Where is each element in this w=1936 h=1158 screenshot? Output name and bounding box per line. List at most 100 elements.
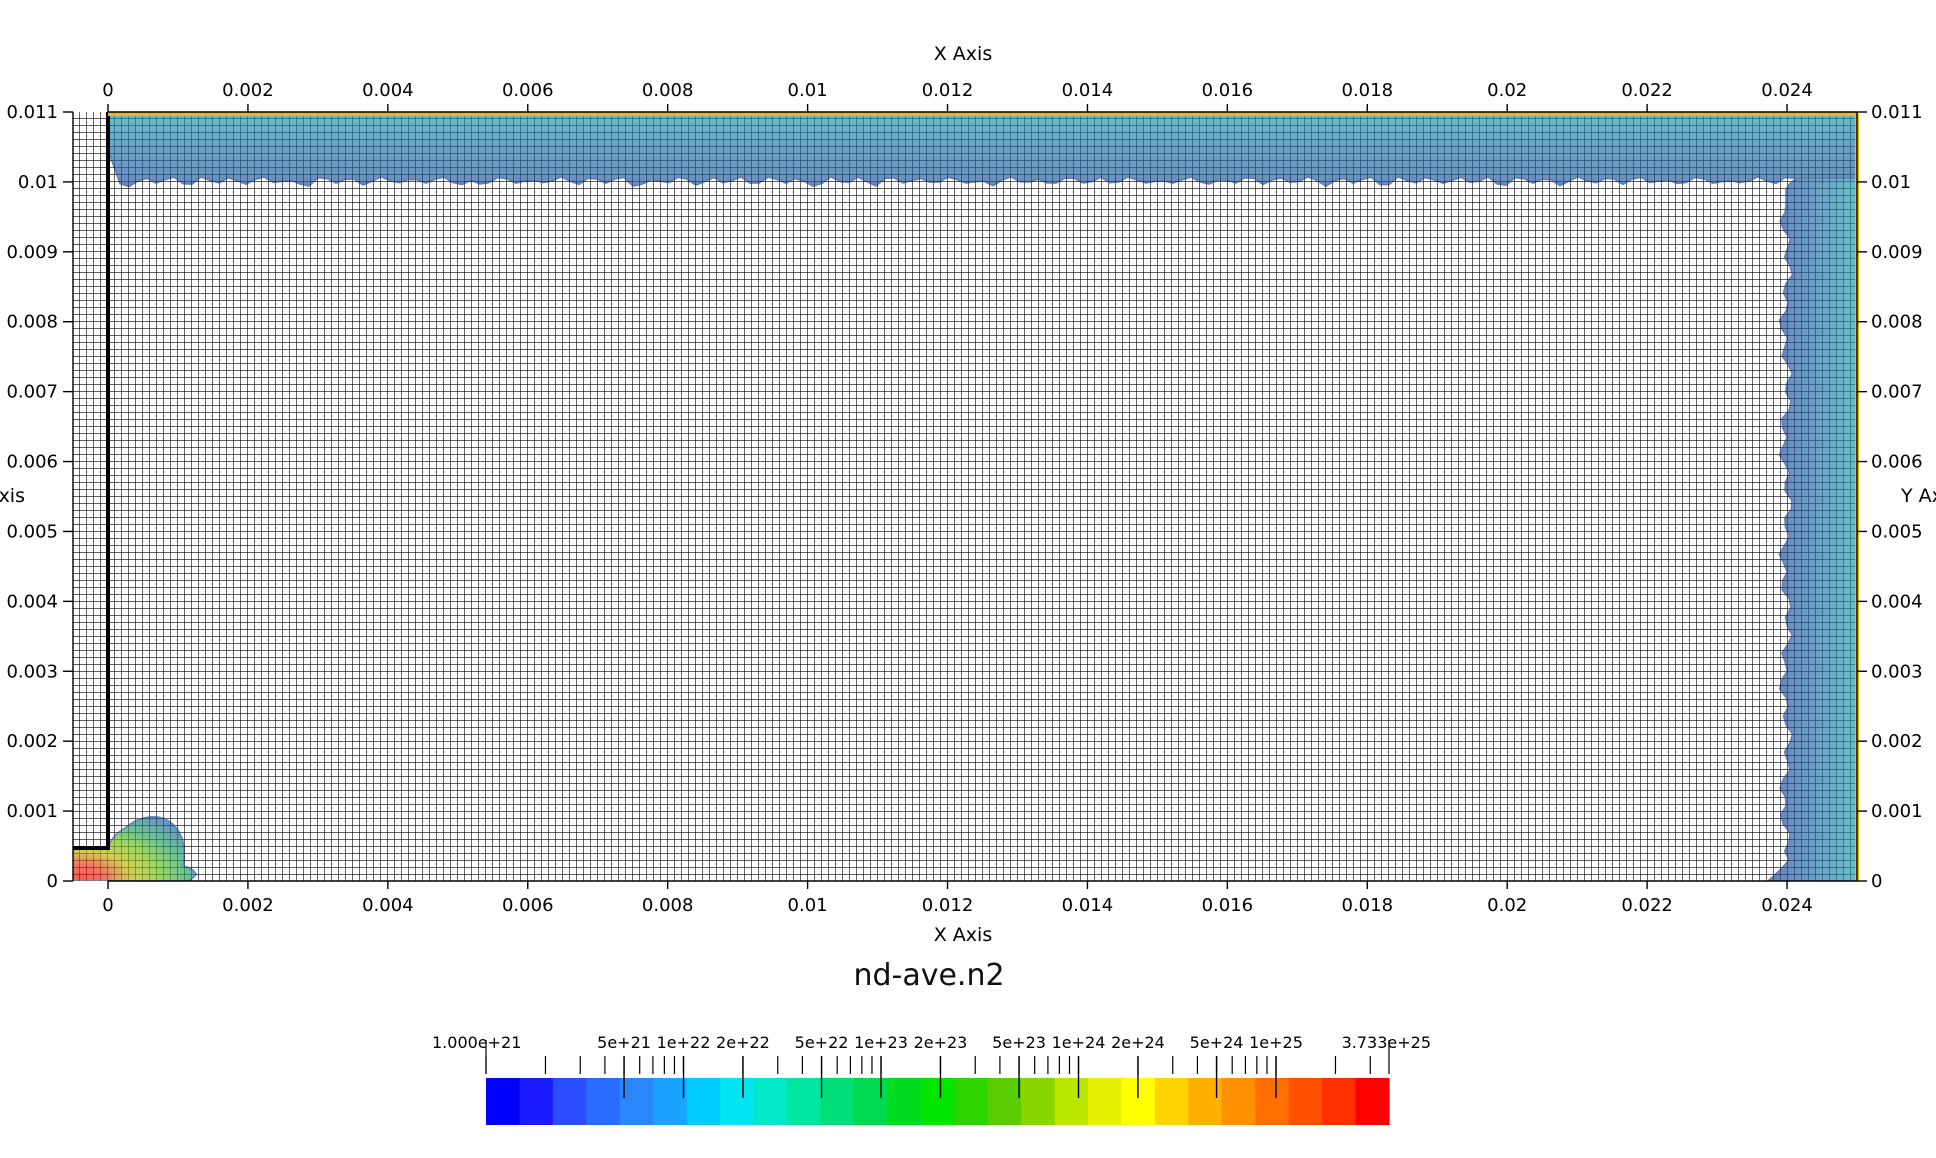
colorbar-swatch bbox=[987, 1078, 1022, 1125]
x-tick-top-label: 0.004 bbox=[362, 80, 414, 101]
x-tick-top-label: 0.016 bbox=[1202, 80, 1254, 101]
x-tick-bottom-label: 0.02 bbox=[1487, 895, 1527, 916]
colorbar-swatch bbox=[1322, 1078, 1357, 1125]
colorbar-swatch bbox=[787, 1078, 822, 1125]
y-tick-left-label: 0.009 bbox=[6, 242, 58, 263]
colorbar-swatch bbox=[552, 1078, 587, 1125]
colorbar-min-label: 1.000e+21 bbox=[432, 1033, 521, 1052]
y-tick-left-label: 0.01 bbox=[18, 172, 58, 193]
x-axis-title-bottom: X Axis bbox=[934, 924, 992, 946]
colorbar-tick-label: 5e+24 bbox=[1190, 1033, 1244, 1052]
y-ticks-right: 0 0.001 0.002 0.003 0.004 0.005 0.006 0.007 0.00… bbox=[1857, 102, 1923, 892]
colorbar-tick-label: 5e+21 bbox=[597, 1033, 651, 1052]
colorbar-swatch bbox=[653, 1078, 688, 1125]
colorbar-swatch bbox=[720, 1078, 755, 1125]
colorbar-swatch bbox=[1255, 1078, 1290, 1125]
x-tick-bottom-label: 0.024 bbox=[1761, 895, 1813, 916]
chart-title: nd-ave.n2 bbox=[853, 958, 1004, 993]
y-tick-right-label: 0.006 bbox=[1871, 452, 1923, 473]
inlet-wall bbox=[73, 112, 110, 850]
x-ticks-bottom: 0 0.002 0.004 0.006 0.008 0.01 0.012 0.014 0.016… bbox=[102, 881, 1813, 916]
colorbar-swatch bbox=[1054, 1078, 1089, 1125]
colorbar-tick-label: 5e+22 bbox=[795, 1033, 849, 1052]
y-tick-left-label: 0.006 bbox=[6, 452, 58, 473]
colorbar-swatch bbox=[1221, 1078, 1256, 1125]
colorbar-tick-label: 2e+22 bbox=[716, 1033, 770, 1052]
colorbar-swatch bbox=[920, 1078, 955, 1125]
y-tick-right-label: 0.002 bbox=[1871, 731, 1923, 752]
x-ticks-top: 0 0.002 0.004 0.006 0.008 0.01 0.012 0.014 0.016… bbox=[102, 80, 1813, 112]
colorbar-swatch bbox=[1088, 1078, 1123, 1125]
x-tick-top-label: 0.012 bbox=[922, 80, 974, 101]
colorbar-swatch bbox=[619, 1078, 654, 1125]
colorbar-swatch bbox=[820, 1078, 855, 1125]
y-tick-left-label: 0.001 bbox=[6, 801, 58, 822]
x-tick-bottom-label: 0.01 bbox=[788, 895, 828, 916]
colorbar-tick-label: 1e+25 bbox=[1249, 1033, 1303, 1052]
x-tick-top-label: 0.008 bbox=[642, 80, 694, 101]
y-tick-right-label: 0.008 bbox=[1871, 312, 1923, 333]
x-tick-top-label: 0.018 bbox=[1342, 80, 1394, 101]
y-tick-left-label: 0.002 bbox=[6, 731, 58, 752]
colorbar-swatch bbox=[1288, 1078, 1323, 1125]
y-tick-left-label: 0.005 bbox=[6, 521, 58, 542]
x-axis-title-top: X Axis bbox=[934, 43, 992, 65]
x-tick-bottom-label: 0.022 bbox=[1621, 895, 1673, 916]
x-tick-top-label: 0.024 bbox=[1761, 80, 1813, 101]
y-axis-title-left: Y Axis bbox=[0, 485, 25, 507]
colorbar-tick-label: 2e+23 bbox=[914, 1033, 968, 1052]
y-tick-right-label: 0.009 bbox=[1871, 242, 1923, 263]
y-tick-right-label: 0.007 bbox=[1871, 382, 1923, 403]
y-ticks-left: 0 0.001 0.002 0.003 0.004 0.005 0.006 0.007 0.00… bbox=[6, 102, 73, 892]
x-tick-top-label: 0.014 bbox=[1062, 80, 1114, 101]
x-tick-top-label: 0 bbox=[102, 80, 113, 101]
colorbar-max-label: 3.733e+25 bbox=[1342, 1033, 1431, 1052]
colorbar-swatch bbox=[486, 1078, 521, 1125]
colorbar-swatch bbox=[1154, 1078, 1189, 1125]
x-tick-top-label: 0.022 bbox=[1621, 80, 1673, 101]
x-tick-bottom-label: 0.018 bbox=[1342, 895, 1394, 916]
colorbar-tick-label: 5e+23 bbox=[992, 1033, 1046, 1052]
colorbar-swatch bbox=[853, 1078, 888, 1125]
colorbar-swatch bbox=[1355, 1078, 1390, 1125]
colorbar-tick-label: 1e+22 bbox=[657, 1033, 711, 1052]
x-tick-top-label: 0.006 bbox=[502, 80, 554, 101]
colorbar bbox=[486, 1078, 1390, 1125]
colorbar-swatch bbox=[686, 1078, 721, 1125]
x-tick-bottom-label: 0 bbox=[102, 895, 113, 916]
y-tick-left-label: 0.008 bbox=[6, 312, 58, 333]
x-tick-bottom-label: 0.002 bbox=[222, 895, 274, 916]
x-tick-bottom-label: 0.014 bbox=[1062, 895, 1114, 916]
y-tick-right-label: 0.01 bbox=[1871, 172, 1911, 193]
colorbar-swatch bbox=[753, 1078, 788, 1125]
y-tick-left-label: 0.004 bbox=[6, 591, 58, 612]
y-axis-title-right: Y Axis bbox=[1900, 485, 1936, 507]
y-tick-left-label: 0.003 bbox=[6, 661, 58, 682]
y-tick-right-label: 0.004 bbox=[1871, 591, 1923, 612]
x-tick-bottom-label: 0.008 bbox=[642, 895, 694, 916]
y-tick-right-label: 0.011 bbox=[1871, 102, 1923, 123]
colorbar-swatch bbox=[954, 1078, 989, 1125]
colorbar-swatch bbox=[1021, 1078, 1056, 1125]
x-tick-bottom-label: 0.004 bbox=[362, 895, 414, 916]
x-tick-bottom-label: 0.016 bbox=[1202, 895, 1254, 916]
y-tick-left-label: 0.011 bbox=[6, 102, 58, 123]
y-tick-left-label: 0 bbox=[47, 871, 58, 892]
y-tick-right-label: 0 bbox=[1871, 871, 1882, 892]
x-tick-top-label: 0.02 bbox=[1487, 80, 1527, 101]
x-tick-bottom-label: 0.006 bbox=[502, 895, 554, 916]
y-tick-right-label: 0.003 bbox=[1871, 661, 1923, 682]
colorbar-tick-label: 1e+23 bbox=[854, 1033, 908, 1052]
colorbar-swatch bbox=[519, 1078, 554, 1125]
y-tick-right-label: 0.001 bbox=[1871, 801, 1923, 822]
colorbar-swatch bbox=[887, 1078, 922, 1125]
y-tick-left-label: 0.007 bbox=[6, 382, 58, 403]
x-tick-top-label: 0.01 bbox=[788, 80, 828, 101]
colorbar-swatch bbox=[586, 1078, 621, 1125]
colorbar-swatch bbox=[1188, 1078, 1223, 1125]
colorbar-tick-label: 2e+24 bbox=[1111, 1033, 1165, 1052]
x-tick-bottom-label: 0.012 bbox=[922, 895, 974, 916]
x-tick-top-label: 0.002 bbox=[222, 80, 274, 101]
y-tick-right-label: 0.005 bbox=[1871, 521, 1923, 542]
